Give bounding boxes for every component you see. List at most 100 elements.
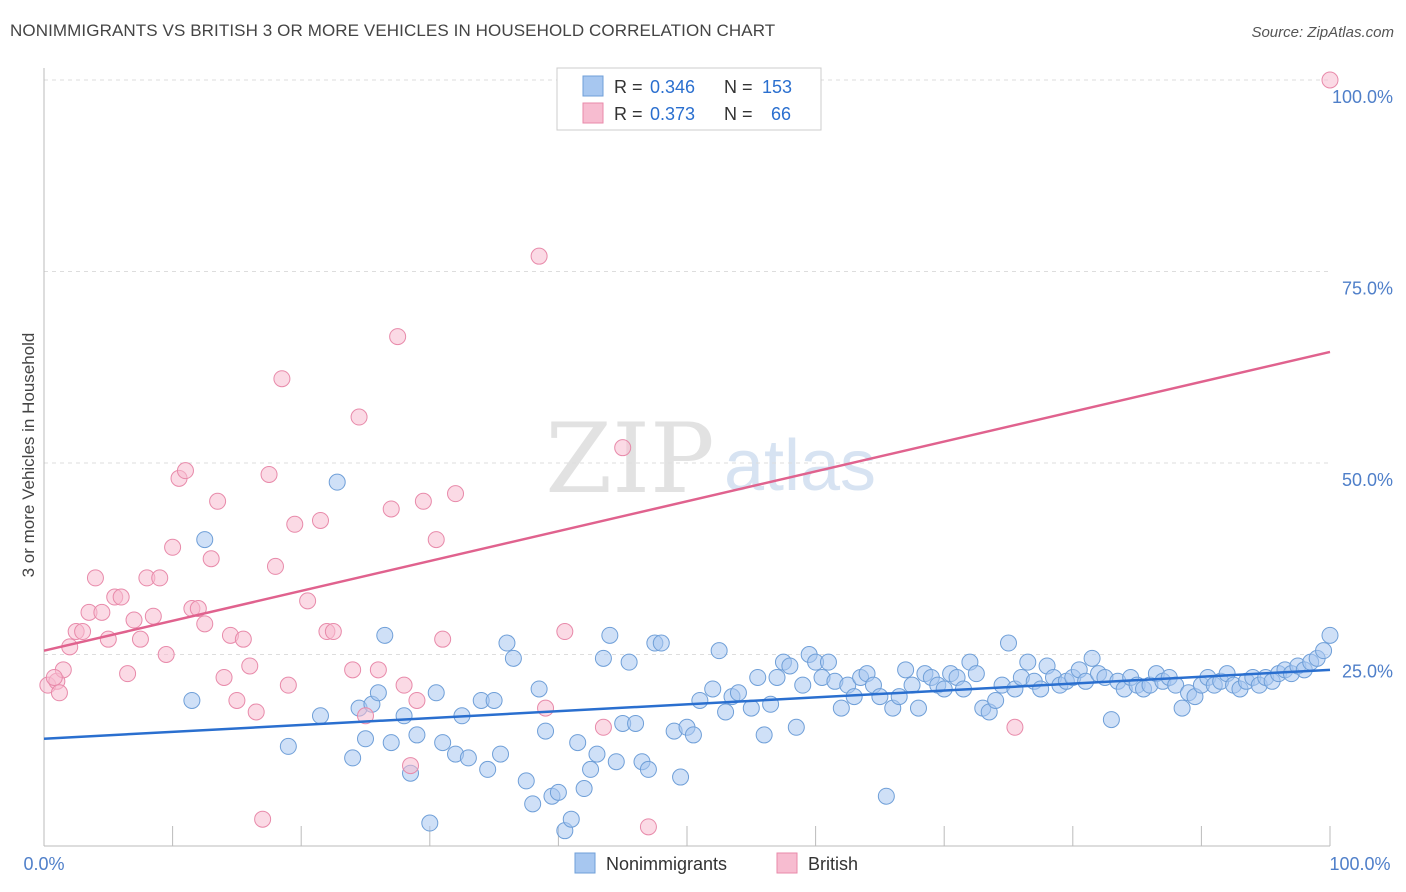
x-tick-label-max: 100.0% (1329, 854, 1390, 874)
stats-r-value-nonimmigrants: 0.346 (650, 77, 695, 97)
british-point (144, 607, 162, 625)
nonimmigrants-point (588, 745, 606, 763)
british-point (311, 511, 329, 529)
nonimmigrants-point (279, 737, 297, 755)
nonimmigrants-point (479, 760, 497, 778)
nonimmigrants-point (537, 722, 555, 740)
nonimmigrants-point (1000, 634, 1017, 652)
british-point (530, 247, 548, 265)
british-point (247, 703, 265, 721)
y-tick-label: 75.0% (1342, 279, 1393, 299)
gridlines (44, 79, 1330, 655)
stats-r-label-british: R = (614, 104, 643, 124)
nonimmigrants-point (492, 745, 510, 763)
legend-swatch-british (776, 852, 798, 874)
british-point (594, 718, 612, 736)
watermark-atlas: atlas (724, 426, 876, 506)
british-point (1006, 718, 1024, 736)
british-point (196, 615, 214, 633)
series-legend: Nonimmigrants British (574, 852, 858, 874)
british-point (273, 370, 291, 388)
nonimmigrants-point (530, 680, 548, 698)
stats-n-value-british: 66 (771, 104, 791, 124)
nonimmigrants-point (504, 649, 522, 667)
nonimmigrants-point (459, 749, 477, 767)
british-trend-line (43, 350, 1331, 652)
y-tick-label: 25.0% (1342, 662, 1393, 682)
british-point (382, 500, 400, 518)
british-point (537, 699, 555, 717)
british-point (266, 557, 284, 575)
nonimmigrants-point (871, 688, 889, 706)
british-point (189, 600, 207, 618)
british-point (369, 661, 387, 679)
british-point (279, 676, 297, 694)
nonimmigrants-point (781, 657, 799, 675)
nonimmigrants-point (408, 726, 426, 744)
nonimmigrants-point (1315, 642, 1333, 660)
nonimmigrants-point (1083, 649, 1101, 667)
british-points (39, 71, 1339, 836)
nonimmigrants-point (691, 691, 709, 709)
x-tick-label-min: 0.0% (23, 854, 64, 874)
british-point (176, 462, 194, 480)
nonimmigrants-point (607, 753, 625, 771)
nonimmigrants-points (183, 473, 1339, 840)
nonimmigrants-point (357, 730, 374, 748)
nonimmigrants-point (890, 688, 908, 706)
legend-label-british: British (808, 854, 858, 874)
nonimmigrants-point (627, 714, 645, 732)
nonimmigrants-point (344, 749, 362, 767)
nonimmigrants-point (749, 668, 767, 686)
nonimmigrants-point (684, 726, 702, 744)
nonimmigrants-point (987, 691, 1005, 709)
nonimmigrants-point (601, 626, 619, 644)
nonimmigrants-point (196, 531, 214, 549)
british-point (344, 661, 362, 679)
british-point (241, 657, 259, 675)
nonimmigrants-point (639, 760, 657, 778)
nonimmigrants-point (421, 814, 439, 832)
british-point (395, 676, 413, 694)
nonimmigrants-point (485, 691, 503, 709)
nonimmigrants-point (311, 707, 329, 725)
british-point (228, 691, 246, 709)
british-point (93, 603, 111, 621)
nonimmigrants-point (549, 783, 567, 801)
stats-legend-swatch-british (582, 102, 604, 124)
nonimmigrants-point (897, 661, 915, 679)
british-point (234, 630, 252, 648)
stats-n-value-nonimmigrants: 153 (762, 77, 792, 97)
stats-r-label-nonimmigrants: R = (614, 77, 643, 97)
nonimmigrants-point (787, 718, 805, 736)
british-point (151, 569, 169, 587)
british-point (50, 684, 68, 702)
watermark-zip: ZIP (545, 403, 714, 515)
british-point (299, 592, 317, 610)
legend-label-nonimmigrants: Nonimmigrants (606, 854, 727, 874)
british-point (614, 439, 632, 457)
british-point (45, 668, 63, 686)
british-point (74, 623, 92, 641)
british-point (260, 465, 278, 483)
source-credit: Source: ZipAtlas.com (1251, 24, 1394, 41)
nonimmigrants-point (794, 676, 812, 694)
british-point (119, 665, 137, 683)
nonimmigrants-point (652, 634, 670, 652)
british-point (447, 485, 465, 503)
nonimmigrants-point (729, 684, 747, 702)
nonimmigrants-point (672, 768, 690, 786)
nonimmigrants-point (562, 810, 580, 828)
british-point (350, 408, 368, 426)
british-point (556, 623, 574, 641)
british-point (389, 328, 407, 346)
y-tick-labels: 25.0% 50.0% 75.0% 100.0% (1332, 87, 1393, 682)
british-point (434, 630, 452, 648)
nonimmigrants-point (909, 699, 927, 717)
y-tick-label: 50.0% (1342, 470, 1393, 490)
british-point (639, 818, 657, 836)
y-axis-label: 3 or more Vehicles in Household (19, 333, 38, 578)
nonimmigrants-point (877, 787, 895, 805)
british-point (215, 668, 233, 686)
nonimmigrants-point (768, 668, 786, 686)
